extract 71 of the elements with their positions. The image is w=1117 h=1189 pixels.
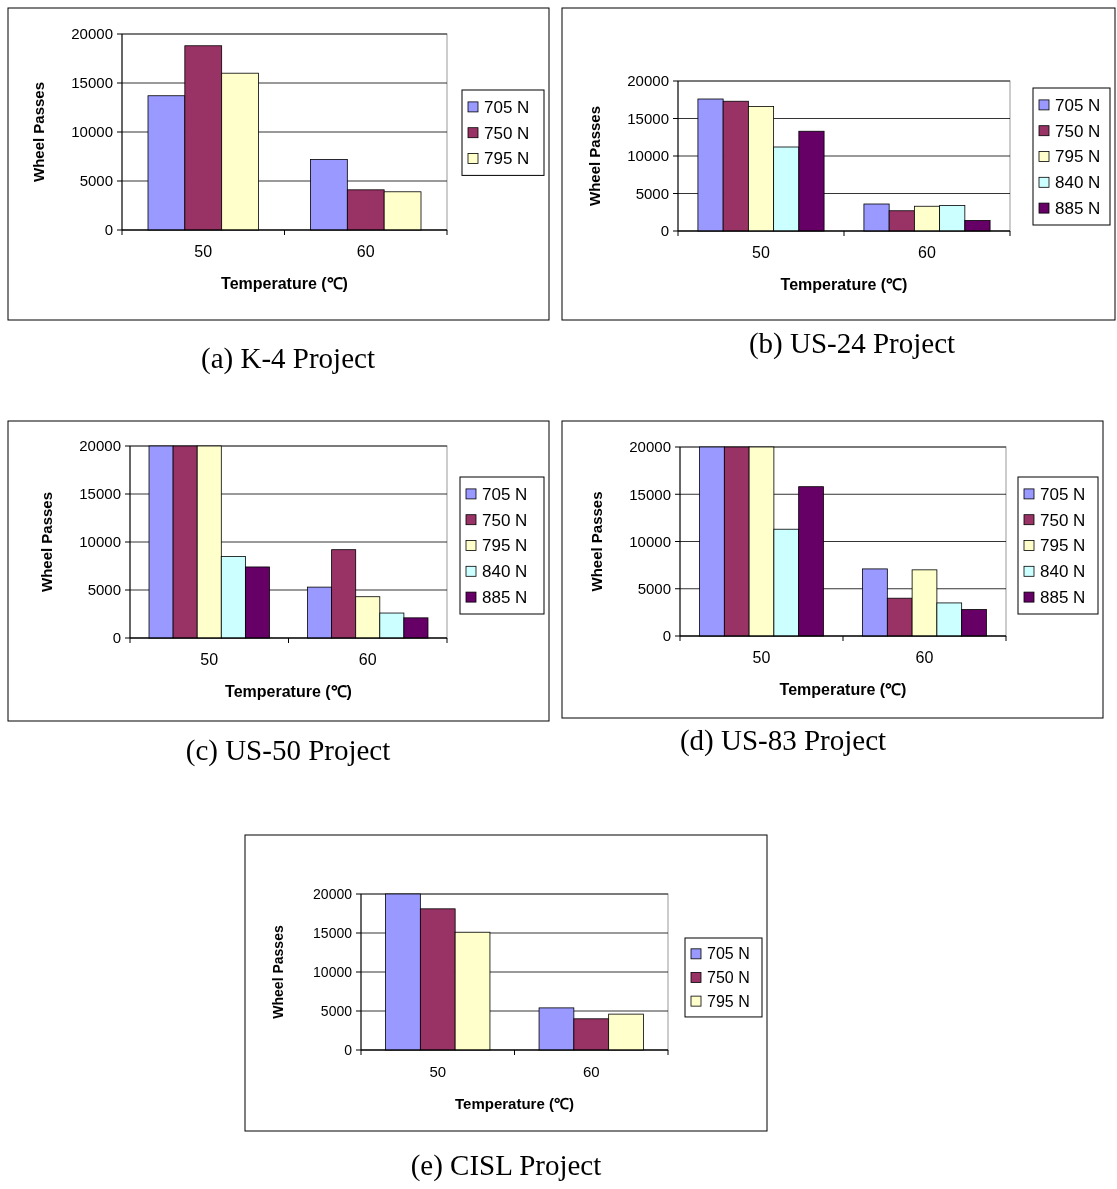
legend-label: 885 N [482,588,528,608]
legend-label: 885 N [1055,199,1101,219]
y-tick-label: 0 [104,221,113,239]
y-tick-label: 5000 [87,581,121,599]
x-axis-title: Temperature (℃) [225,683,352,700]
x-tick-label: 60 [918,244,936,261]
x-tick-label: 60 [915,649,934,666]
x-axis-title: Temperature (℃) [455,1095,574,1112]
y-tick-label: 5000 [635,184,669,202]
y-tick-label: 0 [660,222,669,240]
y-axis-title: Wheel Passes [586,105,603,207]
text: (a) K-4 Project [201,342,375,375]
x-tick-label: 60 [356,243,375,260]
y-tick-label: 10000 [629,532,671,550]
y-tick-label: 0 [112,629,121,647]
text: (d) US-83 Project [679,724,887,757]
x-tick-label: 50 [200,651,219,668]
x-tick-label: 60 [582,1063,600,1080]
legend-label: 705 N [1055,95,1101,115]
x-axis-title: Temperature (℃) [780,276,908,293]
y-tick-label: 20000 [627,72,669,90]
legend-label: 705 N [707,945,750,963]
y-tick-label: 5000 [79,172,113,190]
legend-label: 795 N [484,149,530,169]
y-tick-label: 5000 [637,580,671,597]
y-axis-title: Wheel Passes [30,81,47,183]
y-tick-label: 15000 [71,74,113,92]
y-tick-label: 10000 [627,147,669,165]
legend-label: 750 N [484,123,530,143]
legend-label: 705 N [484,97,530,117]
y-tick-label: 10000 [71,123,113,141]
y-axis-title: Wheel Passes [38,491,55,593]
x-tick-label: 50 [194,243,213,260]
y-tick-label: 15000 [313,924,353,941]
y-tick-label: 15000 [629,485,671,503]
y-tick-label: 15000 [627,109,669,127]
legend-label: 840 N [482,562,528,582]
x-axis-title: Temperature (℃) [779,681,907,698]
legend-label: 795 N [1040,536,1086,556]
x-axis-title: Temperature (℃) [221,275,348,292]
x-tick-label: 50 [429,1063,447,1080]
legend-label: 795 N [707,992,750,1010]
text: (b) US-24 Project [748,327,956,360]
legend-label: 840 N [1040,562,1086,582]
legend-label: 795 N [482,536,528,556]
y-tick-label: 20000 [79,437,121,455]
legend-label: 885 N [1040,588,1086,608]
legend-label: 750 N [1040,510,1086,530]
x-tick-label: 50 [752,244,770,261]
legend-label: 750 N [1055,121,1101,141]
x-tick-label: 60 [358,651,377,668]
y-tick-label: 10000 [79,533,121,551]
y-tick-label: 20000 [629,438,671,456]
x-tick-label: 50 [752,649,771,666]
y-tick-label: 0 [662,627,671,645]
y-tick-label: 0 [344,1041,353,1058]
y-tick-label: 20000 [313,885,353,902]
legend-label: 840 N [1055,173,1101,193]
text: (e) CISL Project [410,1149,602,1182]
y-tick-label: 20000 [71,25,113,43]
y-tick-label: 5000 [320,1002,353,1019]
text: (c) US-50 Project [185,734,391,767]
legend-label: 705 N [1040,484,1086,504]
y-tick-label: 10000 [313,963,353,980]
y-axis-title: Wheel Passes [270,925,286,1019]
legend-label: 705 N [482,484,528,504]
legend-label: 750 N [482,510,528,530]
y-tick-label: 15000 [79,485,121,503]
y-axis-title: Wheel Passes [588,491,605,592]
legend-label: 795 N [1055,147,1101,167]
legend-label: 750 N [707,969,750,987]
